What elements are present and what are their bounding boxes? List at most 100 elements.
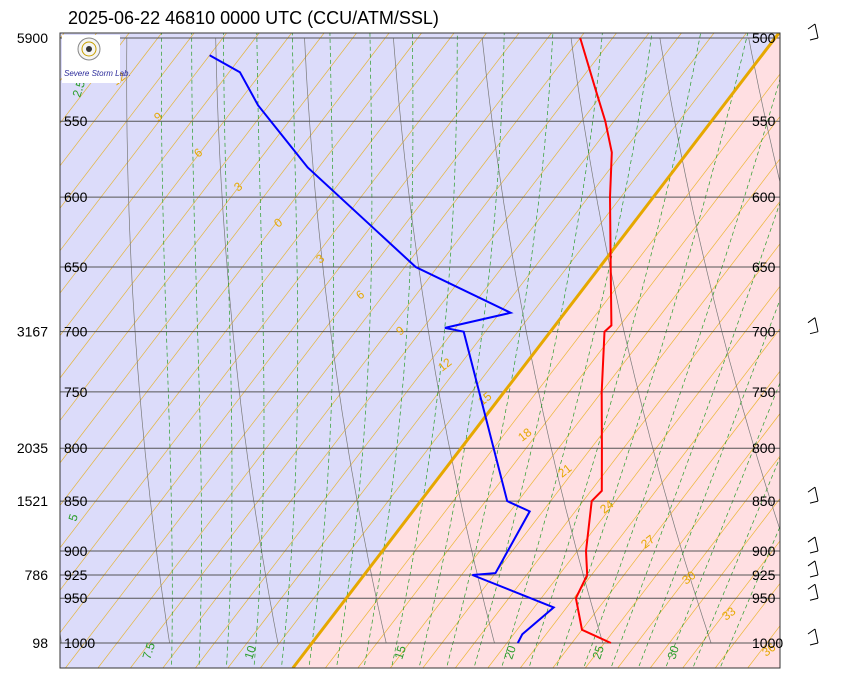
moist-adiabat: [665, 381, 780, 668]
mixing-ratio-line: [60, 33, 195, 209]
mixing-ratio-line: [60, 33, 487, 591]
mixing-ratio-line: [455, 243, 780, 668]
pressure-label-left: 900: [64, 543, 88, 559]
moist-adiabat: [719, 525, 780, 668]
moist-adiabat: [418, 33, 505, 668]
below-freezing-region: [60, 33, 779, 668]
plot-area: 1296303691215182124273033362.557.5101520…: [60, 33, 850, 668]
height-label: 1521: [17, 493, 48, 509]
mixing-ratio-line: [682, 540, 780, 668]
moist-adiabat: [223, 33, 233, 668]
mixing-ratio-line: [60, 33, 325, 379]
moist-adiabat-label: 7.5: [140, 640, 159, 661]
mixing-ratio-line: [60, 33, 260, 294]
mixing-ratio-line: [60, 33, 520, 634]
mixing-ratio-line: [227, 33, 715, 668]
moist-adiabat-label: 30: [665, 644, 683, 661]
mixing-ratio-line: [60, 33, 455, 549]
moist-adiabat-label: 20: [502, 644, 520, 661]
moist-adiabat: [610, 201, 780, 668]
mixing-ratio-line: [97, 33, 585, 668]
moist-adiabat: [583, 77, 780, 668]
mixing-ratio-line: [845, 33, 850, 668]
mixing-ratio-line: [130, 33, 617, 668]
pressure-label-right: 500: [752, 30, 776, 46]
isobars: [60, 37, 780, 644]
moist-adiabat-label: 25: [590, 644, 608, 661]
moist-adiabat: [308, 33, 334, 668]
pressure-label-right: 550: [752, 113, 776, 129]
mixing-ratio-line: [195, 33, 682, 668]
moist-adiabat: [446, 33, 554, 668]
pressure-label-left: 600: [64, 189, 88, 205]
height-label: 5900: [17, 30, 48, 46]
temperature-profile: [574, 37, 613, 644]
pressure-label-left: 750: [64, 384, 88, 400]
mixing-ratio-line: [325, 73, 780, 668]
pressure-label-left: 800: [64, 440, 88, 456]
moist-adiabat: [161, 33, 173, 668]
pressure-label-left: 950: [64, 590, 88, 606]
mixing-ratio-line: [60, 33, 292, 337]
svg-text:Severe Storm Lab.: Severe Storm Lab.: [64, 69, 131, 78]
height-label: 98: [32, 635, 48, 651]
freezing-isotherm: [291, 33, 780, 668]
moist-adiabat: [391, 33, 458, 668]
moist-adiabat-label: 2.5: [70, 78, 89, 99]
mixing-ratio-line: [60, 33, 227, 252]
mixing-ratio-line: [813, 33, 850, 668]
moist-adiabat: [191, 33, 202, 668]
chart-title: 2025-06-22 46810 0000 UTC (CCU/ATM/SSL): [68, 8, 439, 28]
pressure-labels-left: 550 600 650 700 750 800 850 900 925 950 1000: [64, 113, 95, 651]
mixing-ratio-line: [65, 33, 552, 668]
mixing-ratio-line: [617, 455, 780, 668]
mixing-ratio-line: [390, 158, 780, 668]
pressure-label-left: 925: [64, 567, 88, 583]
pressure-label-right: 950: [752, 590, 776, 606]
wind-barb: [807, 583, 819, 601]
pressure-label-right: 750: [752, 384, 776, 400]
lab-logo: Severe Storm Lab.: [62, 35, 131, 83]
moist-adiabat: [501, 33, 653, 668]
pressure-label-right: 925: [752, 567, 776, 583]
moist-adiabat: [281, 33, 299, 668]
pressure-label-left: 650: [64, 259, 88, 275]
wind-barb: [807, 317, 819, 335]
mixing-ratio-line: [357, 115, 780, 668]
mixing-ratio-line: [260, 33, 747, 668]
moist-adiabat: [637, 298, 780, 668]
height-label: 786: [25, 567, 49, 583]
wind-barb: [807, 628, 819, 646]
pressure-label-right: 700: [752, 324, 776, 340]
moist-adiabat: [253, 33, 265, 668]
moist-adiabat: [692, 456, 780, 668]
mixing-ratio-line: [422, 200, 780, 668]
mixing-ratio-line: [779, 667, 780, 668]
mixing-ratio-line: [60, 33, 422, 506]
dry-adiabat: [60, 629, 62, 644]
plot-frame: [59, 32, 781, 669]
mixing-ratio-line: [162, 33, 650, 668]
moist-adiabat-label: 5: [66, 512, 81, 523]
pressure-label-left: 850: [64, 493, 88, 509]
pressure-label-right: 800: [752, 440, 776, 456]
moist-adiabat: [473, 33, 603, 668]
pressure-label-right: 600: [752, 189, 776, 205]
wind-barb: [807, 560, 819, 578]
mixing-ratio-line: [552, 370, 780, 668]
pressure-label-right: 900: [752, 543, 776, 559]
height-labels: 5900 3167 2035 1521 786 98: [17, 30, 48, 651]
wind-barb: [807, 486, 819, 504]
wind-barbs: [807, 23, 819, 646]
moist-adiabat: [336, 33, 373, 668]
mixing-ratio-line: [60, 33, 390, 464]
height-label: 2035: [17, 440, 48, 456]
moist-adiabat-label: 10: [242, 644, 260, 661]
mixing-ratio-line: [584, 413, 780, 668]
mixing-ratio-line: [649, 497, 780, 668]
mixing-ratio-line: [520, 328, 780, 668]
dry-adiabat: [748, 37, 780, 184]
mixing-ratio-line: [487, 285, 780, 668]
mixing-ratio-line: [60, 33, 357, 422]
